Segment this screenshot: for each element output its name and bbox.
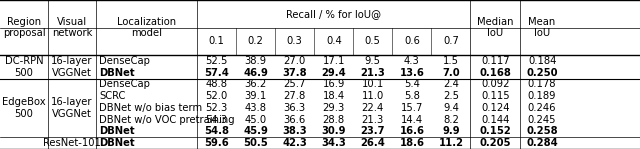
Text: 11.2: 11.2 <box>438 138 463 148</box>
Text: 18.4: 18.4 <box>323 91 345 101</box>
Text: 28.8: 28.8 <box>323 115 345 125</box>
Text: 0.5: 0.5 <box>365 36 381 46</box>
Text: 10.1: 10.1 <box>362 79 384 89</box>
Text: 45.9: 45.9 <box>243 126 268 136</box>
Text: Mean
IoU: Mean IoU <box>529 17 556 38</box>
Text: 5.4: 5.4 <box>404 79 420 89</box>
Text: 0.117: 0.117 <box>481 56 509 66</box>
Text: 0.2: 0.2 <box>248 36 264 46</box>
Text: Visual
network: Visual network <box>52 17 92 38</box>
Text: 38.3: 38.3 <box>282 126 307 136</box>
Text: 30.9: 30.9 <box>321 126 346 136</box>
Text: 21.3: 21.3 <box>360 68 385 78</box>
Text: 26.4: 26.4 <box>360 138 385 148</box>
Text: Localization
model: Localization model <box>117 17 176 38</box>
Text: 0.284: 0.284 <box>526 138 558 148</box>
Text: 0.092: 0.092 <box>481 79 509 89</box>
Text: 2.4: 2.4 <box>443 79 459 89</box>
Text: 52.3: 52.3 <box>205 103 228 113</box>
Text: ResNet-101: ResNet-101 <box>43 138 101 148</box>
Text: 43.8: 43.8 <box>244 103 267 113</box>
Text: 0.1: 0.1 <box>209 36 225 46</box>
Text: 34.3: 34.3 <box>321 138 346 148</box>
Text: 14.4: 14.4 <box>401 115 423 125</box>
Text: 48.8: 48.8 <box>205 79 228 89</box>
Text: 0.4: 0.4 <box>326 36 342 46</box>
Text: 0.178: 0.178 <box>528 79 556 89</box>
Text: 9.5: 9.5 <box>365 56 381 66</box>
Text: 0.3: 0.3 <box>287 36 303 46</box>
Text: 0.189: 0.189 <box>528 91 556 101</box>
Text: 39.1: 39.1 <box>244 91 267 101</box>
Text: 0.115: 0.115 <box>481 91 509 101</box>
Text: Recall / % for IoU@: Recall / % for IoU@ <box>286 9 381 19</box>
Text: 5.8: 5.8 <box>404 91 420 101</box>
Text: 54.8: 54.8 <box>204 126 229 136</box>
Text: Region
proposal: Region proposal <box>3 17 45 38</box>
Text: 16.6: 16.6 <box>399 126 424 136</box>
Text: 0.168: 0.168 <box>479 68 511 78</box>
Text: 7.0: 7.0 <box>442 68 460 78</box>
Text: 9.9: 9.9 <box>442 126 460 136</box>
Text: DBNet w/o bias term: DBNet w/o bias term <box>99 103 202 113</box>
Text: 45.0: 45.0 <box>244 115 267 125</box>
Text: 2.5: 2.5 <box>443 91 459 101</box>
Text: 0.124: 0.124 <box>481 103 509 113</box>
Text: 54.3: 54.3 <box>205 115 228 125</box>
Text: 0.250: 0.250 <box>526 68 558 78</box>
Text: 13.6: 13.6 <box>399 68 424 78</box>
Text: 18.6: 18.6 <box>399 138 424 148</box>
Text: 16-layer
VGGNet: 16-layer VGGNet <box>51 97 93 119</box>
Text: 38.9: 38.9 <box>244 56 267 66</box>
Text: 27.0: 27.0 <box>284 56 306 66</box>
Text: 0.245: 0.245 <box>528 115 556 125</box>
Text: 37.8: 37.8 <box>282 68 307 78</box>
Text: 42.3: 42.3 <box>282 138 307 148</box>
Text: 29.4: 29.4 <box>321 68 346 78</box>
Text: DBNet: DBNet <box>99 138 135 148</box>
Text: 23.7: 23.7 <box>360 126 385 136</box>
Text: 4.3: 4.3 <box>404 56 420 66</box>
Text: 52.5: 52.5 <box>205 56 228 66</box>
Text: 16-layer
VGGNet: 16-layer VGGNet <box>51 56 93 78</box>
Text: 0.6: 0.6 <box>404 36 420 46</box>
Text: EdgeBox
500: EdgeBox 500 <box>2 97 46 119</box>
Text: 36.2: 36.2 <box>244 79 267 89</box>
Text: 36.3: 36.3 <box>284 103 306 113</box>
Text: 0.246: 0.246 <box>528 103 556 113</box>
Text: SCRC: SCRC <box>99 91 125 101</box>
Text: 50.5: 50.5 <box>243 138 268 148</box>
Text: DBNet: DBNet <box>99 68 135 78</box>
Text: 9.4: 9.4 <box>443 103 459 113</box>
Text: 22.4: 22.4 <box>362 103 384 113</box>
Text: 52.0: 52.0 <box>205 91 228 101</box>
Text: 46.9: 46.9 <box>243 68 268 78</box>
Text: DBNet w/o VOC pretraining: DBNet w/o VOC pretraining <box>99 115 235 125</box>
Text: 15.7: 15.7 <box>401 103 423 113</box>
Text: 0.144: 0.144 <box>481 115 509 125</box>
Text: 11.0: 11.0 <box>362 91 384 101</box>
Text: Median
IoU: Median IoU <box>477 17 514 38</box>
Text: 0.152: 0.152 <box>479 126 511 136</box>
Text: 0.205: 0.205 <box>479 138 511 148</box>
Text: 8.2: 8.2 <box>443 115 459 125</box>
Text: 21.3: 21.3 <box>362 115 384 125</box>
Text: 27.8: 27.8 <box>284 91 306 101</box>
Text: DBNet: DBNet <box>99 126 135 136</box>
Text: DC-RPN
500: DC-RPN 500 <box>4 56 44 78</box>
Text: 0.258: 0.258 <box>526 126 558 136</box>
Text: 16.9: 16.9 <box>323 79 345 89</box>
Text: 0.7: 0.7 <box>443 36 459 46</box>
Text: 17.1: 17.1 <box>323 56 345 66</box>
Text: 59.6: 59.6 <box>204 138 229 148</box>
Text: 0.184: 0.184 <box>528 56 556 66</box>
Text: 25.7: 25.7 <box>284 79 306 89</box>
Text: 36.6: 36.6 <box>284 115 306 125</box>
Text: DenseCap: DenseCap <box>99 56 150 66</box>
Text: 1.5: 1.5 <box>443 56 459 66</box>
Text: 57.4: 57.4 <box>204 68 229 78</box>
Text: DenseCap: DenseCap <box>99 79 150 89</box>
Text: 29.3: 29.3 <box>323 103 345 113</box>
